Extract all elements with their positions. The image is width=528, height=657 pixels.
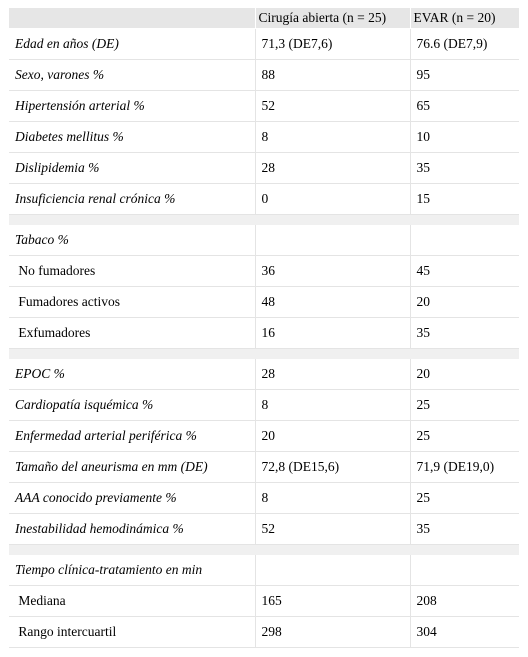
row-label: EPOC % [9,358,255,390]
row-label: Inestabilidad hemodinámica % [9,513,255,545]
table-row: Cardiopatía isquémica % 8 25 [9,389,519,421]
row-label: Hipertensión arterial % [9,90,255,122]
row-label: No fumadores [9,255,255,287]
open-surgery-value: 52 [254,513,410,545]
row-label: Rango intercuartil [9,616,255,648]
table-row: Edad en años (DE) 71,3 (DE7,6) 76.6 (DE7,9… [9,28,519,60]
evar-value: 20 [409,286,519,318]
open-surgery-value: 28 [254,152,410,184]
header-open-surgery: Cirugía abierta (n = 25) [254,8,410,29]
spacer-cell [9,214,255,225]
spacer-cell [410,544,519,555]
table-row: Insuficiencia renal crónica % 0 15 [9,183,519,215]
table-row: No fumadores 36 45 [9,255,519,287]
evar-value: 304 [409,616,519,648]
table-row: Fumadores activos 48 20 [9,286,519,318]
evar-value: 95 [409,59,519,91]
row-label: Mediana [9,585,255,617]
open-surgery-value: 20 [254,420,410,452]
spacer-cell [410,348,519,359]
spacer-cell [255,544,410,555]
row-label: Cardiopatía isquémica % [9,389,255,421]
table-row: AAA conocido previamente % 8 25 [9,482,519,514]
header-evar: EVAR (n = 20) [409,8,519,29]
row-label: Sexo, varones % [9,59,255,91]
open-surgery-value: 36 [254,255,410,287]
open-surgery-value [254,554,410,586]
open-surgery-value: 8 [254,121,410,153]
open-surgery-value [254,224,410,256]
spacer-cell [255,348,410,359]
table-row: Tiempo clínica-tratamiento en min [9,554,519,586]
evar-value: 45 [409,255,519,287]
evar-value: 25 [409,389,519,421]
table-row: Rango intercuartil 298 304 [9,616,519,648]
evar-value: 208 [409,585,519,617]
row-label: Enfermedad arterial periférica % [9,420,255,452]
table-row: Sexo, varones % 88 95 [9,59,519,91]
spacer-row [9,214,519,225]
open-surgery-value: 0 [254,183,410,215]
evar-value: 20 [409,358,519,390]
evar-value: 65 [409,90,519,122]
open-surgery-value: 48 [254,286,410,318]
evar-value [409,554,519,586]
spacer-cell [9,544,255,555]
table-row: Tabaco % [9,224,519,256]
table-row: Dislipidemia % 28 35 [9,152,519,184]
row-label: Tamaño del aneurisma en mm (DE) [9,451,255,483]
open-surgery-value: 52 [254,90,410,122]
table-row: Inestabilidad hemodinámica % 52 35 [9,513,519,545]
row-label: Edad en años (DE) [9,28,255,60]
spacer-row [9,544,519,555]
spacer-cell [410,214,519,225]
open-surgery-value: 16 [254,317,410,349]
row-label: Tiempo clínica-tratamiento en min [9,554,255,586]
header-empty-cell [9,8,255,29]
evar-value: 10 [409,121,519,153]
table-row: Diabetes mellitus % 8 10 [9,121,519,153]
spacer-cell [255,214,410,225]
row-label: Dislipidemia % [9,152,255,184]
data-table: Cirugía abierta (n = 25) EVAR (n = 20) E… [9,8,519,648]
row-label: Exfumadores [9,317,255,349]
row-label: Insuficiencia renal crónica % [9,183,255,215]
evar-value: 25 [409,482,519,514]
table-row: EPOC % 28 20 [9,358,519,390]
table-row: Exfumadores 16 35 [9,317,519,349]
header-row: Cirugía abierta (n = 25) EVAR (n = 20) [9,8,519,29]
table-row: Enfermedad arterial periférica % 20 25 [9,420,519,452]
row-label: AAA conocido previamente % [9,482,255,514]
row-label: Diabetes mellitus % [9,121,255,153]
row-label: Tabaco % [9,224,255,256]
open-surgery-value: 165 [254,585,410,617]
open-surgery-value: 71,3 (DE7,6) [254,28,410,60]
spacer-row [9,348,519,359]
evar-value: 15 [409,183,519,215]
evar-value [409,224,519,256]
evar-value: 71,9 (DE19,0) [409,451,519,483]
table-body: Edad en años (DE) 71,3 (DE7,6) 76.6 (DE7,9… [9,28,519,648]
open-surgery-value: 298 [254,616,410,648]
row-label: Fumadores activos [9,286,255,318]
evar-value: 35 [409,513,519,545]
open-surgery-value: 8 [254,482,410,514]
evar-value: 25 [409,420,519,452]
open-surgery-value: 28 [254,358,410,390]
evar-value: 35 [409,317,519,349]
open-surgery-value: 88 [254,59,410,91]
open-surgery-value: 8 [254,389,410,421]
open-surgery-value: 72,8 (DE15,6) [254,451,410,483]
table-row: Mediana 165 208 [9,585,519,617]
table-row: Tamaño del aneurisma en mm (DE) 72,8 (DE1… [9,451,519,483]
evar-value: 76.6 (DE7,9) [409,28,519,60]
evar-value: 35 [409,152,519,184]
table-row: Hipertensión arterial % 52 65 [9,90,519,122]
spacer-cell [9,348,255,359]
